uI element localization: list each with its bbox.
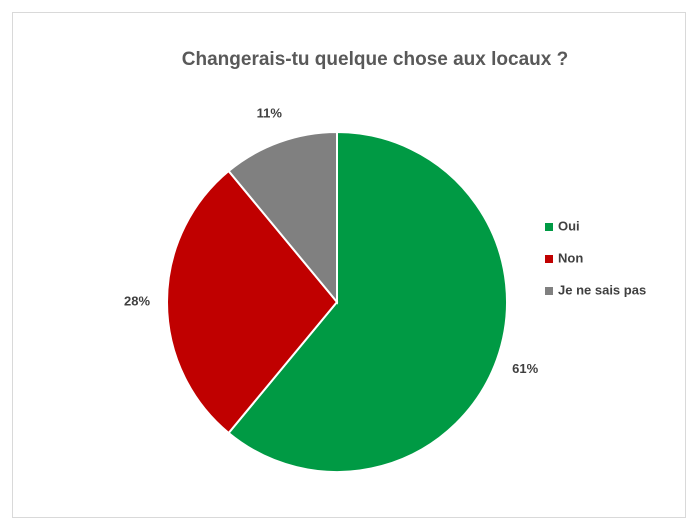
legend-label: Non <box>558 250 583 265</box>
chart-title: Changerais-tu quelque chose aux locaux ? <box>182 49 568 70</box>
legend-swatch <box>545 287 553 295</box>
data-label: 61% <box>512 361 538 376</box>
pie-slice <box>227 130 508 473</box>
data-label: 28% <box>124 293 150 308</box>
legend-label: Oui <box>558 218 580 233</box>
data-label: 11% <box>257 105 283 120</box>
pie-slice <box>227 130 338 305</box>
legend-swatch <box>545 255 553 263</box>
legend-swatch <box>545 223 553 231</box>
legend-label: Je ne sais pas <box>558 282 646 297</box>
pie-slice <box>166 169 339 435</box>
